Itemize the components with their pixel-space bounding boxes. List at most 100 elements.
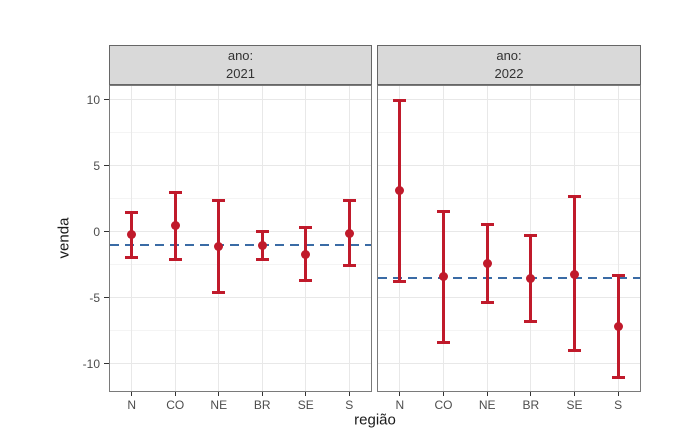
error-bar-cap-top xyxy=(125,211,139,215)
panel-2022 xyxy=(377,85,641,392)
y-tick-mark xyxy=(104,363,109,365)
error-bar-cap-top xyxy=(342,199,356,203)
error-bar-cap-top xyxy=(611,274,625,278)
y-tick-mark xyxy=(104,99,109,101)
point-estimate xyxy=(344,228,354,238)
point-estimate xyxy=(570,269,579,279)
point-estimate xyxy=(170,220,180,230)
error-bar-cap-bottom xyxy=(125,256,139,260)
x-tick-mark xyxy=(574,392,575,396)
grid-major-v-line xyxy=(617,86,619,391)
error-bar-cap-bottom xyxy=(212,290,226,294)
grid-minor-h-line xyxy=(110,198,371,200)
point-estimate xyxy=(257,240,267,250)
x-tick-mark xyxy=(399,392,401,396)
error-bar-cap-bottom xyxy=(168,257,182,261)
error-bar-cap-bottom xyxy=(480,301,494,305)
x-tick-label: SE xyxy=(297,398,314,412)
facet-strip-2021-value: 2021 xyxy=(226,66,255,81)
grid-major-h-line xyxy=(378,363,640,365)
grid-major-h-line xyxy=(110,231,371,233)
grid-major-h-line xyxy=(378,99,640,101)
grid-major-h-line xyxy=(378,297,640,299)
y-tick-mark xyxy=(104,231,109,233)
error-bar-cap-top xyxy=(393,98,407,102)
grid-minor-h-line xyxy=(378,330,640,332)
point-estimate xyxy=(439,272,448,282)
x-tick-mark xyxy=(443,392,444,396)
x-tick-label: S xyxy=(345,398,354,412)
x-tick-label: NE xyxy=(478,398,496,412)
error-bar-cap-bottom xyxy=(255,257,269,261)
point-estimate xyxy=(482,259,492,269)
error-bar-cap-top xyxy=(168,191,182,195)
grid-minor-h-line xyxy=(110,132,371,134)
x-tick-mark xyxy=(348,392,350,396)
point-estimate xyxy=(214,241,224,251)
error-bar-cap-top xyxy=(480,222,494,226)
error-bar-cap-bottom xyxy=(342,264,356,268)
error-bar-cap-bottom xyxy=(393,280,407,284)
facet-strip-2022-variable: ano: xyxy=(496,48,522,64)
grid-minor-h-line xyxy=(110,264,371,266)
grid-major-h-line xyxy=(110,99,371,101)
error-bar-cap-top xyxy=(437,209,450,213)
grid-major-h-line xyxy=(110,297,371,299)
y-tick-label: 0 xyxy=(93,224,100,239)
x-tick-mark xyxy=(305,392,307,396)
error-bar-cap-top xyxy=(212,199,226,203)
error-bar-cap-top xyxy=(568,195,581,199)
facet-strip-2021-variable: ano: xyxy=(227,48,254,64)
x-tick-label: N xyxy=(127,398,137,412)
x-tick-mark xyxy=(530,392,532,396)
x-tick-mark xyxy=(617,392,619,396)
error-bar-cap-bottom xyxy=(568,348,581,352)
grid-minor-h-line xyxy=(378,132,640,134)
x-tick-label: BR xyxy=(522,398,540,412)
error-bar-cap-top xyxy=(524,233,538,237)
x-tick-mark xyxy=(131,392,133,396)
x-tick-label: CO xyxy=(434,398,453,412)
point-estimate xyxy=(127,230,137,240)
point-estimate xyxy=(301,249,311,259)
error-bar-cap-bottom xyxy=(299,278,313,282)
error-bar-cap-top xyxy=(299,225,313,229)
point-estimate xyxy=(395,186,405,196)
point-estimate xyxy=(526,273,536,283)
grid-major-h-line xyxy=(378,165,640,167)
grid-minor-h-line xyxy=(110,330,371,332)
error-bar-cap-bottom xyxy=(611,376,625,380)
error-bar-cap-bottom xyxy=(437,340,450,344)
y-tick-label: 5 xyxy=(93,158,100,173)
x-tick-label: N xyxy=(395,398,405,412)
reference-dashed-line xyxy=(110,244,371,247)
facet-strip-2021: ano: 2021 xyxy=(109,45,372,85)
point-estimate xyxy=(613,322,623,332)
x-tick-mark xyxy=(218,392,220,396)
grid-minor-h-line xyxy=(378,264,640,266)
reference-dashed-line xyxy=(378,277,640,280)
y-tick-label: -5 xyxy=(89,290,100,305)
facet-strip-2022-value: 2022 xyxy=(494,66,524,81)
x-tick-mark xyxy=(174,392,176,396)
x-tick-label: CO xyxy=(166,398,185,412)
grid-major-h-line xyxy=(110,165,371,167)
y-tick-label: 10 xyxy=(86,92,100,107)
x-tick-label: S xyxy=(614,398,623,412)
x-tick-label: BR xyxy=(253,398,271,412)
error-bar-cap-bottom xyxy=(524,319,538,323)
x-tick-mark xyxy=(486,392,488,396)
y-tick-label: -10 xyxy=(82,356,100,371)
grid-minor-h-line xyxy=(378,198,640,200)
error-bar-cap-top xyxy=(255,229,269,233)
panel-2021 xyxy=(109,85,372,392)
grid-major-h-line xyxy=(378,231,640,233)
x-axis-title: região xyxy=(354,411,396,429)
grid-major-h-line xyxy=(110,363,371,365)
x-tick-label: NE xyxy=(210,398,228,412)
x-tick-mark xyxy=(261,392,263,396)
x-tick-label: SE xyxy=(566,398,583,412)
y-tick-mark xyxy=(104,165,109,167)
facet-strip-2022: ano: 2022 xyxy=(377,45,641,85)
